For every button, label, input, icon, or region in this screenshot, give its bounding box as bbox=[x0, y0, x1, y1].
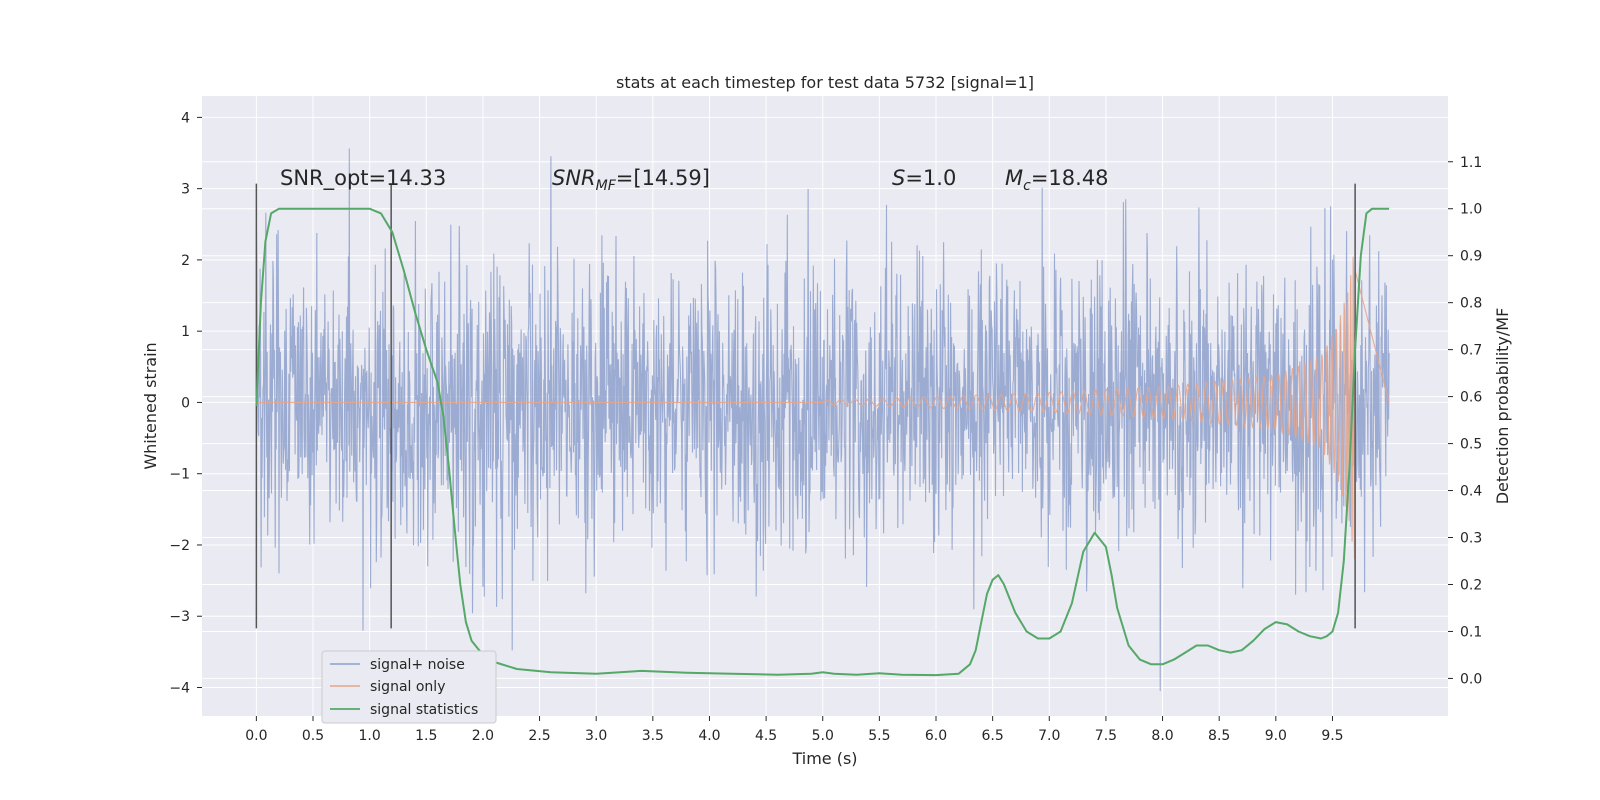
x-tick-label: 3.5 bbox=[642, 728, 664, 744]
snr-mf-value: =[14.59] bbox=[616, 166, 710, 190]
y-axis-label: Whitened strain bbox=[141, 342, 160, 469]
x-tick-label: 9.5 bbox=[1321, 728, 1343, 744]
mc-value: =18.48 bbox=[1031, 166, 1109, 190]
y2-tick-label: 0.3 bbox=[1460, 531, 1482, 547]
x-tick-label: 2.5 bbox=[528, 728, 550, 744]
s-name: S bbox=[892, 166, 905, 190]
x-tick-label: 7.0 bbox=[1038, 728, 1060, 744]
mc-name: M bbox=[1005, 166, 1023, 190]
x-tick-label: 1.5 bbox=[415, 728, 437, 744]
x-tick-label: 2.0 bbox=[472, 728, 494, 744]
legend-box bbox=[321, 650, 497, 724]
legend: signal+ noise signal only signal statist… bbox=[321, 650, 497, 724]
x-tick-label: 1.0 bbox=[359, 728, 381, 744]
y2-tick-label: 0.9 bbox=[1460, 249, 1482, 265]
annotation-s: S=1.0 bbox=[892, 166, 956, 190]
y-tick-label: −4 bbox=[169, 680, 190, 696]
y-tick-label: 1 bbox=[181, 324, 190, 340]
x-tick-label: 8.0 bbox=[1151, 728, 1173, 744]
x-tick-label: 9.0 bbox=[1265, 728, 1287, 744]
y2-ticks: 0.0 0.1 0.2 0.3 0.4 0.5 0.6 0.7 0.8 0.9 1.0 1.1 bbox=[1448, 155, 1482, 687]
y2-tick-label: 0.2 bbox=[1460, 577, 1482, 593]
x-axis-label: Time (s) bbox=[791, 749, 857, 768]
y-tick-label: 0 bbox=[181, 395, 190, 411]
series-line-signal-only bbox=[256, 256, 1390, 560]
signal-statistics-series bbox=[255, 207, 1390, 677]
y2-tick-label: 0.4 bbox=[1460, 484, 1482, 500]
x-tick-label: 5.5 bbox=[868, 728, 890, 744]
y2-tick-label: 0.0 bbox=[1460, 671, 1482, 687]
annotation-snr-opt: SNR_opt=14.33 bbox=[280, 166, 446, 191]
y2-tick-label: 0.7 bbox=[1460, 343, 1482, 359]
y2-tick-label: 1.1 bbox=[1460, 155, 1482, 171]
x-tick-label: 3.0 bbox=[585, 728, 607, 744]
y-tick-label: −2 bbox=[169, 538, 190, 554]
x-tick-label: 7.5 bbox=[1095, 728, 1117, 744]
x-ticks: 0.0 0.5 1.0 1.5 2.0 2.5 3.0 3.5 4.0 4.5 5.0 5.5 6.0 6… bbox=[245, 716, 1344, 744]
signal-only-series bbox=[256, 256, 1390, 560]
x-tick-label: 8.5 bbox=[1208, 728, 1230, 744]
x-tick-label: 5.0 bbox=[812, 728, 834, 744]
vertical-lines bbox=[255, 183, 1356, 629]
y-tick-label: 2 bbox=[181, 253, 190, 269]
annotation-snr-mf: SNRMF=[14.59] bbox=[552, 166, 710, 194]
y2-axis-label: Detection probability/MF bbox=[1493, 308, 1512, 505]
mc-sub: c bbox=[1023, 178, 1031, 194]
chart-title: stats at each timestep for test data 573… bbox=[616, 73, 1034, 92]
y2-tick-label: 0.8 bbox=[1460, 296, 1482, 312]
y-tick-label: −3 bbox=[169, 609, 190, 625]
x-tick-label: 0.5 bbox=[302, 728, 324, 744]
x-tick-label: 6.5 bbox=[982, 728, 1004, 744]
legend-label-signal-statistics: signal statistics bbox=[370, 702, 478, 718]
s-value: =1.0 bbox=[905, 166, 956, 190]
series-line-signal-noise bbox=[255, 148, 1390, 692]
y2-tick-label: 0.6 bbox=[1460, 390, 1482, 406]
y-tick-label: −1 bbox=[169, 467, 190, 483]
legend-label-signal-noise: signal+ noise bbox=[370, 657, 465, 673]
y-tick-label: 4 bbox=[181, 110, 190, 126]
signal-noise-series bbox=[255, 148, 1390, 692]
snr-mf-sub: MF bbox=[596, 178, 617, 194]
y2-tick-label: 1.0 bbox=[1460, 202, 1482, 218]
series-line-signal-statistics bbox=[255, 207, 1390, 677]
x-tick-label: 6.0 bbox=[925, 728, 947, 744]
annotation-mc: Mc=18.48 bbox=[1005, 166, 1109, 194]
y-tick-label: 3 bbox=[181, 182, 190, 198]
y-ticks: 4 3 2 1 0 −1 −2 −3 −4 bbox=[169, 110, 202, 696]
x-tick-label: 0.0 bbox=[245, 728, 267, 744]
x-tick-label: 4.5 bbox=[755, 728, 777, 744]
legend-label-signal-only: signal only bbox=[370, 679, 445, 695]
x-tick-label: 4.0 bbox=[698, 728, 720, 744]
snr-mf-name: SNR bbox=[552, 166, 596, 190]
y2-tick-label: 0.1 bbox=[1460, 624, 1482, 640]
y2-tick-label: 0.5 bbox=[1460, 437, 1482, 453]
